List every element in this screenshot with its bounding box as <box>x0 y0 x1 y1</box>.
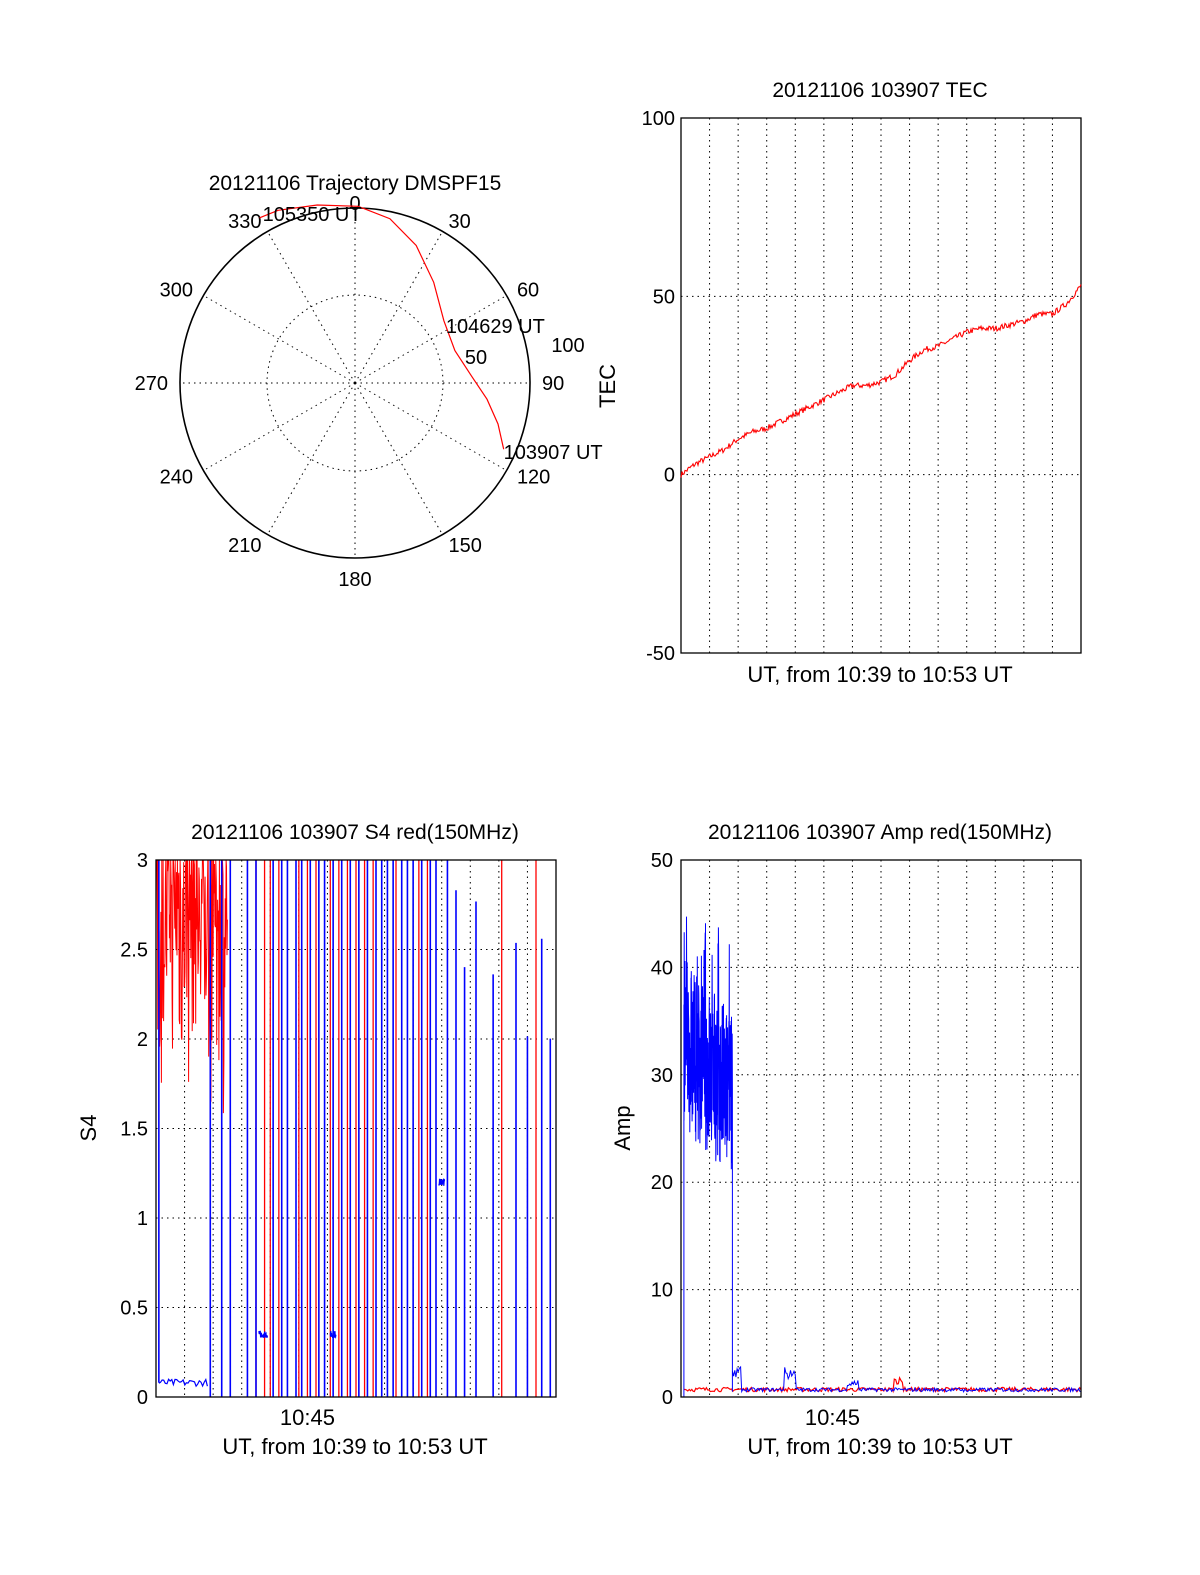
amp-series <box>683 916 1082 1397</box>
tec-y-tick-100: 100 <box>642 108 675 130</box>
polar-spoke-300 <box>203 295 356 384</box>
polar-azimuth-label-180: 180 <box>338 569 371 591</box>
s4-blue-series <box>158 860 552 1397</box>
tec-y-tick--50: -50 <box>646 643 675 665</box>
amp-panel: 20121106 103907 Amp red(150MHz) 0 10 20 30 4… <box>610 821 1082 1459</box>
amp-gridlines <box>681 860 1081 1397</box>
s4-blue-low-1 <box>258 1330 268 1338</box>
polar-azimuth-label-240: 240 <box>160 467 193 489</box>
s4-y-tick-labels: 0 0.5 1 1.5 2 2.5 3 <box>120 850 148 1409</box>
polar-spokes <box>180 208 530 558</box>
amp-x-tick-labels: 10:45 <box>805 1405 860 1430</box>
s4-x-tick-labels: 10:45 <box>280 1405 335 1430</box>
polar-annotation-2: 103907 UT <box>504 442 603 464</box>
s4-blue-low-3 <box>438 1177 446 1186</box>
amp-y-tick-0: 0 <box>662 1387 673 1409</box>
s4-y-tick-2.5: 2.5 <box>120 940 148 962</box>
s4-title: 20121106 103907 S4 red(150MHz) <box>191 821 519 844</box>
amp-y-tick-40: 40 <box>651 957 673 979</box>
amp-y-tick-20: 20 <box>651 1172 673 1194</box>
s4-x-axis-label: UT, from 10:39 to 10:53 UT <box>222 1434 487 1459</box>
tec-y-tick-50: 50 <box>653 286 675 308</box>
tec-gridlines <box>681 118 1081 653</box>
tec-panel: 20121106 103907 TEC 100 50 0 -50 TEC UT, fr… <box>595 79 1082 687</box>
polar-spoke-60 <box>354 295 507 384</box>
amp-y-tick-labels: 0 10 20 30 40 50 <box>651 850 673 1409</box>
s4-plot-frame <box>155 859 557 1398</box>
amp-y-axis-label: Amp <box>610 1105 635 1150</box>
polar-outer-ring <box>179 207 531 559</box>
s4-red-noise <box>155 859 228 1114</box>
amp-x-axis-label: UT, from 10:39 to 10:53 UT <box>747 1434 1012 1459</box>
s4-y-tick-1: 1 <box>137 1208 148 1230</box>
polar-radial-tick-100: 100 <box>551 335 584 357</box>
polar-azimuth-label-330: 330 <box>228 211 261 233</box>
polar-azimuth-label-0: 0 <box>349 193 360 215</box>
s4-panel: 20121106 103907 S4 red(150MHz) 0 0.5 1 1.5 2… <box>76 821 557 1459</box>
amp-blue-line <box>683 916 1082 1397</box>
tec-title: 20121106 103907 TEC <box>772 79 987 102</box>
amp-title: 20121106 103907 Amp red(150MHz) <box>708 821 1052 844</box>
polar-azimuth-label-120: 120 <box>517 467 550 489</box>
polar-annotation-1: 104629 UT <box>446 316 545 338</box>
amp-y-tick-30: 30 <box>651 1065 673 1087</box>
polar-annotations: 105350 UT 104629 UT 103907 UT <box>263 204 603 464</box>
tec-plot-frame <box>680 117 1082 654</box>
polar-azimuth-label-270: 270 <box>135 373 168 395</box>
s4-blue-low-0 <box>158 1378 208 1388</box>
polar-panel: 20121106 Trajectory DMSPF15 0 30 60 90 120 15… <box>135 172 603 591</box>
s4-y-tick-0: 0 <box>137 1387 148 1409</box>
polar-azimuth-label-90: 90 <box>542 373 564 395</box>
amp-red-line <box>683 1376 1082 1394</box>
tec-y-tick-0: 0 <box>664 465 675 487</box>
s4-red-series <box>155 859 537 1397</box>
polar-azimuth-label-300: 300 <box>160 280 193 302</box>
s4-y-tick-3: 3 <box>137 850 148 872</box>
s4-y-tick-2: 2 <box>137 1029 148 1051</box>
polar-spoke-30 <box>354 231 443 384</box>
s4-x-tick-10:45: 10:45 <box>280 1405 335 1430</box>
amp-y-tick-50: 50 <box>651 850 673 872</box>
s4-y-axis-label: S4 <box>76 1115 101 1142</box>
amp-y-tick-10: 10 <box>651 1280 673 1302</box>
polar-spoke-120 <box>354 382 507 471</box>
polar-azimuth-label-30: 30 <box>449 211 471 233</box>
polar-azimuth-label-210: 210 <box>228 535 261 557</box>
polar-spoke-150 <box>354 382 443 535</box>
polar-spoke-330 <box>267 231 356 384</box>
amp-x-tick-10:45: 10:45 <box>805 1405 860 1430</box>
s4-y-tick-1.5: 1.5 <box>120 1119 148 1141</box>
tec-series-line <box>680 284 1082 478</box>
amp-plot-frame <box>680 859 1082 1398</box>
polar-azimuth-label-150: 150 <box>449 535 482 557</box>
tec-y-tick-labels: 100 50 0 -50 <box>642 108 675 665</box>
polar-title: 20121106 Trajectory DMSPF15 <box>209 172 502 195</box>
tec-x-axis-label: UT, from 10:39 to 10:53 UT <box>747 662 1012 687</box>
polar-azimuth-labels: 0 30 60 90 120 150 180 210 240 270 300 330 <box>135 193 565 591</box>
polar-radial-tick-50: 50 <box>465 347 487 369</box>
polar-spoke-240 <box>203 382 356 471</box>
s4-y-tick-0.5: 0.5 <box>120 1298 148 1320</box>
polar-azimuth-label-60: 60 <box>517 280 539 302</box>
polar-spoke-210 <box>267 382 356 535</box>
polar-trajectory-line <box>259 204 505 450</box>
tec-y-axis-label: TEC <box>595 364 620 408</box>
polar-annotation-0: 105350 UT <box>263 204 362 226</box>
